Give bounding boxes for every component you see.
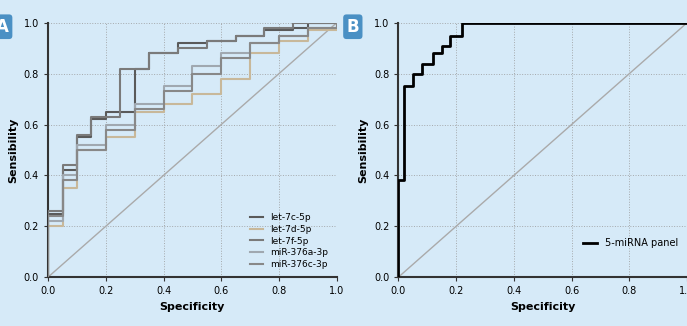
X-axis label: Specificity: Specificity — [159, 302, 225, 312]
X-axis label: Specificity: Specificity — [510, 302, 576, 312]
Text: A: A — [0, 18, 9, 36]
Legend: 5-miRNA panel: 5-miRNA panel — [578, 234, 682, 252]
Y-axis label: Sensibility: Sensibility — [359, 117, 368, 183]
Legend: let-7c-5p, let-7d-5p, let-7f-5p, miR-376a-3p, miR-376c-3p: let-7c-5p, let-7d-5p, let-7f-5p, miR-376… — [246, 210, 332, 273]
Y-axis label: Sensibility: Sensibility — [8, 117, 18, 183]
Text: B: B — [346, 18, 359, 36]
